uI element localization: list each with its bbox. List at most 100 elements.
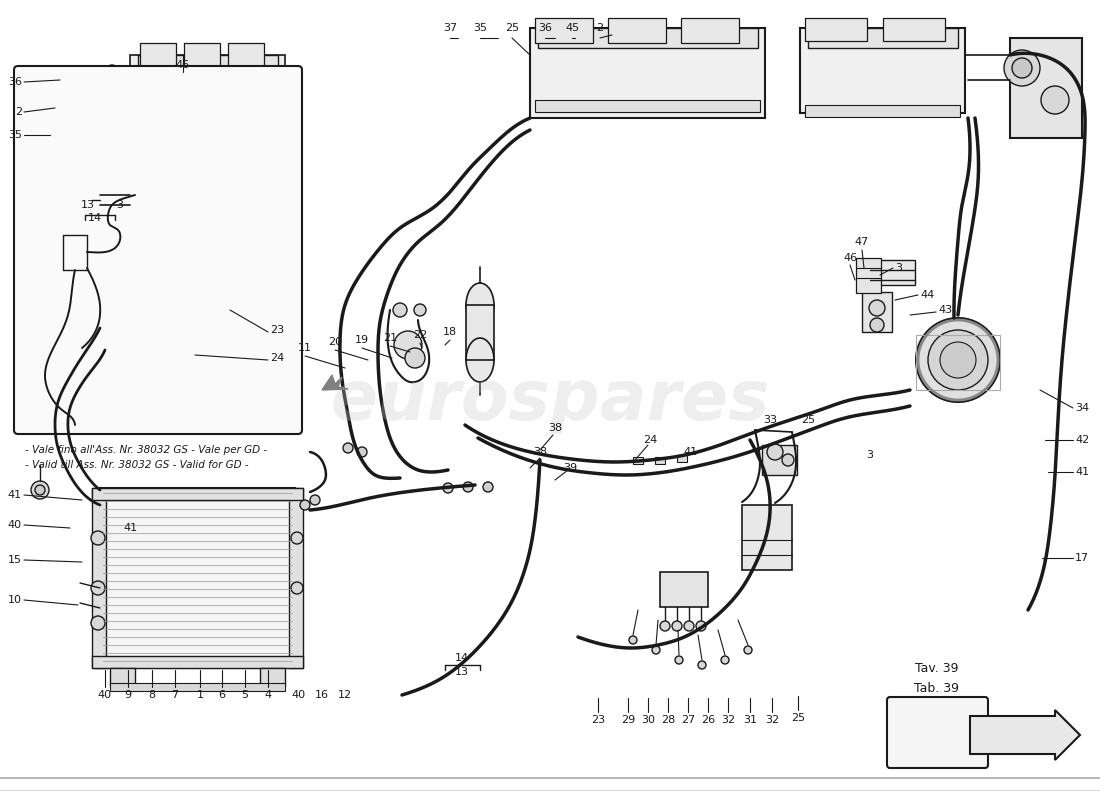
Bar <box>660 572 708 607</box>
Text: 11: 11 <box>298 343 312 353</box>
Text: 23: 23 <box>270 325 284 335</box>
Bar <box>130 55 285 175</box>
Circle shape <box>1004 50 1040 86</box>
Text: - Vale fino all'Ass. Nr. 38032 GS - Vale per GD -: - Vale fino all'Ass. Nr. 38032 GS - Vale… <box>25 445 267 455</box>
Circle shape <box>782 454 794 466</box>
Text: 4: 4 <box>264 690 272 700</box>
Circle shape <box>652 646 660 654</box>
Bar <box>1010 38 1082 138</box>
Bar <box>762 445 798 475</box>
Circle shape <box>292 532 302 544</box>
Ellipse shape <box>63 230 87 270</box>
Text: 23: 23 <box>591 715 605 725</box>
Bar <box>535 18 593 43</box>
Text: 20: 20 <box>328 337 342 347</box>
Text: 36: 36 <box>8 77 22 87</box>
Circle shape <box>767 444 783 460</box>
Bar <box>805 105 960 117</box>
Text: 10: 10 <box>8 595 22 605</box>
Circle shape <box>916 318 1000 402</box>
Bar <box>916 335 1000 390</box>
FancyArrow shape <box>970 710 1080 760</box>
Text: 9: 9 <box>124 690 132 700</box>
Text: 8: 8 <box>148 690 155 700</box>
Bar <box>110 683 285 691</box>
Text: 33: 33 <box>763 415 777 425</box>
Bar <box>92 656 302 668</box>
Bar <box>138 73 277 133</box>
Text: 19: 19 <box>355 335 370 345</box>
Bar <box>110 668 135 686</box>
Text: 25: 25 <box>801 415 815 425</box>
Text: 27: 27 <box>681 715 695 725</box>
Bar <box>184 43 220 71</box>
Bar <box>632 457 644 464</box>
Text: 35: 35 <box>8 130 22 140</box>
Circle shape <box>414 304 426 316</box>
Text: 3: 3 <box>117 200 123 210</box>
Bar <box>654 457 666 464</box>
Circle shape <box>405 348 425 368</box>
Text: 13: 13 <box>455 667 469 677</box>
Text: 38: 38 <box>548 423 562 433</box>
Bar <box>808 28 958 48</box>
Text: 18: 18 <box>443 327 458 337</box>
Bar <box>608 18 666 43</box>
Circle shape <box>91 531 104 545</box>
Text: 39: 39 <box>563 463 578 473</box>
Text: 32: 32 <box>720 715 735 725</box>
Text: Tab. 39: Tab. 39 <box>914 682 959 694</box>
Text: 41: 41 <box>8 490 22 500</box>
FancyBboxPatch shape <box>14 66 302 434</box>
Text: 28: 28 <box>661 715 675 725</box>
Text: 24: 24 <box>642 435 657 445</box>
Text: 12: 12 <box>338 690 352 700</box>
Text: 6: 6 <box>219 690 225 700</box>
Text: 36: 36 <box>538 23 552 33</box>
Bar <box>92 488 302 500</box>
Bar <box>63 235 87 270</box>
Bar <box>805 18 867 41</box>
Bar <box>260 668 285 686</box>
Circle shape <box>91 616 104 630</box>
Circle shape <box>98 68 118 88</box>
Text: 3: 3 <box>867 450 873 460</box>
Text: 42: 42 <box>1075 435 1089 445</box>
Text: 46: 46 <box>176 60 190 70</box>
Text: 24: 24 <box>270 353 284 363</box>
Text: 41: 41 <box>683 447 697 457</box>
Bar <box>100 488 295 668</box>
Circle shape <box>91 581 104 595</box>
Circle shape <box>672 621 682 631</box>
Circle shape <box>31 481 50 499</box>
Text: 47: 47 <box>855 237 869 247</box>
Circle shape <box>1012 58 1032 78</box>
Text: 25: 25 <box>791 713 805 723</box>
Text: 17: 17 <box>1075 553 1089 563</box>
Text: 43: 43 <box>938 305 953 315</box>
Text: 32: 32 <box>764 715 779 725</box>
Text: 7: 7 <box>172 690 178 700</box>
Text: 21: 21 <box>383 333 397 343</box>
Bar <box>466 305 494 360</box>
Text: 5: 5 <box>242 690 249 700</box>
Text: 15: 15 <box>8 555 22 565</box>
Circle shape <box>463 482 473 492</box>
Text: 13: 13 <box>81 200 95 210</box>
Text: 45: 45 <box>565 23 579 33</box>
Bar <box>862 292 892 332</box>
Circle shape <box>870 318 884 332</box>
Ellipse shape <box>466 283 494 327</box>
Text: 2: 2 <box>596 23 604 33</box>
Text: 40: 40 <box>290 690 305 700</box>
Text: 35: 35 <box>473 23 487 33</box>
Bar <box>870 260 915 285</box>
Circle shape <box>443 483 453 493</box>
Bar <box>92 488 106 668</box>
Circle shape <box>35 485 45 495</box>
Text: 14: 14 <box>88 213 102 223</box>
Text: 40: 40 <box>98 690 112 700</box>
Circle shape <box>1041 86 1069 114</box>
Bar <box>530 28 764 118</box>
Text: 3: 3 <box>895 263 902 273</box>
